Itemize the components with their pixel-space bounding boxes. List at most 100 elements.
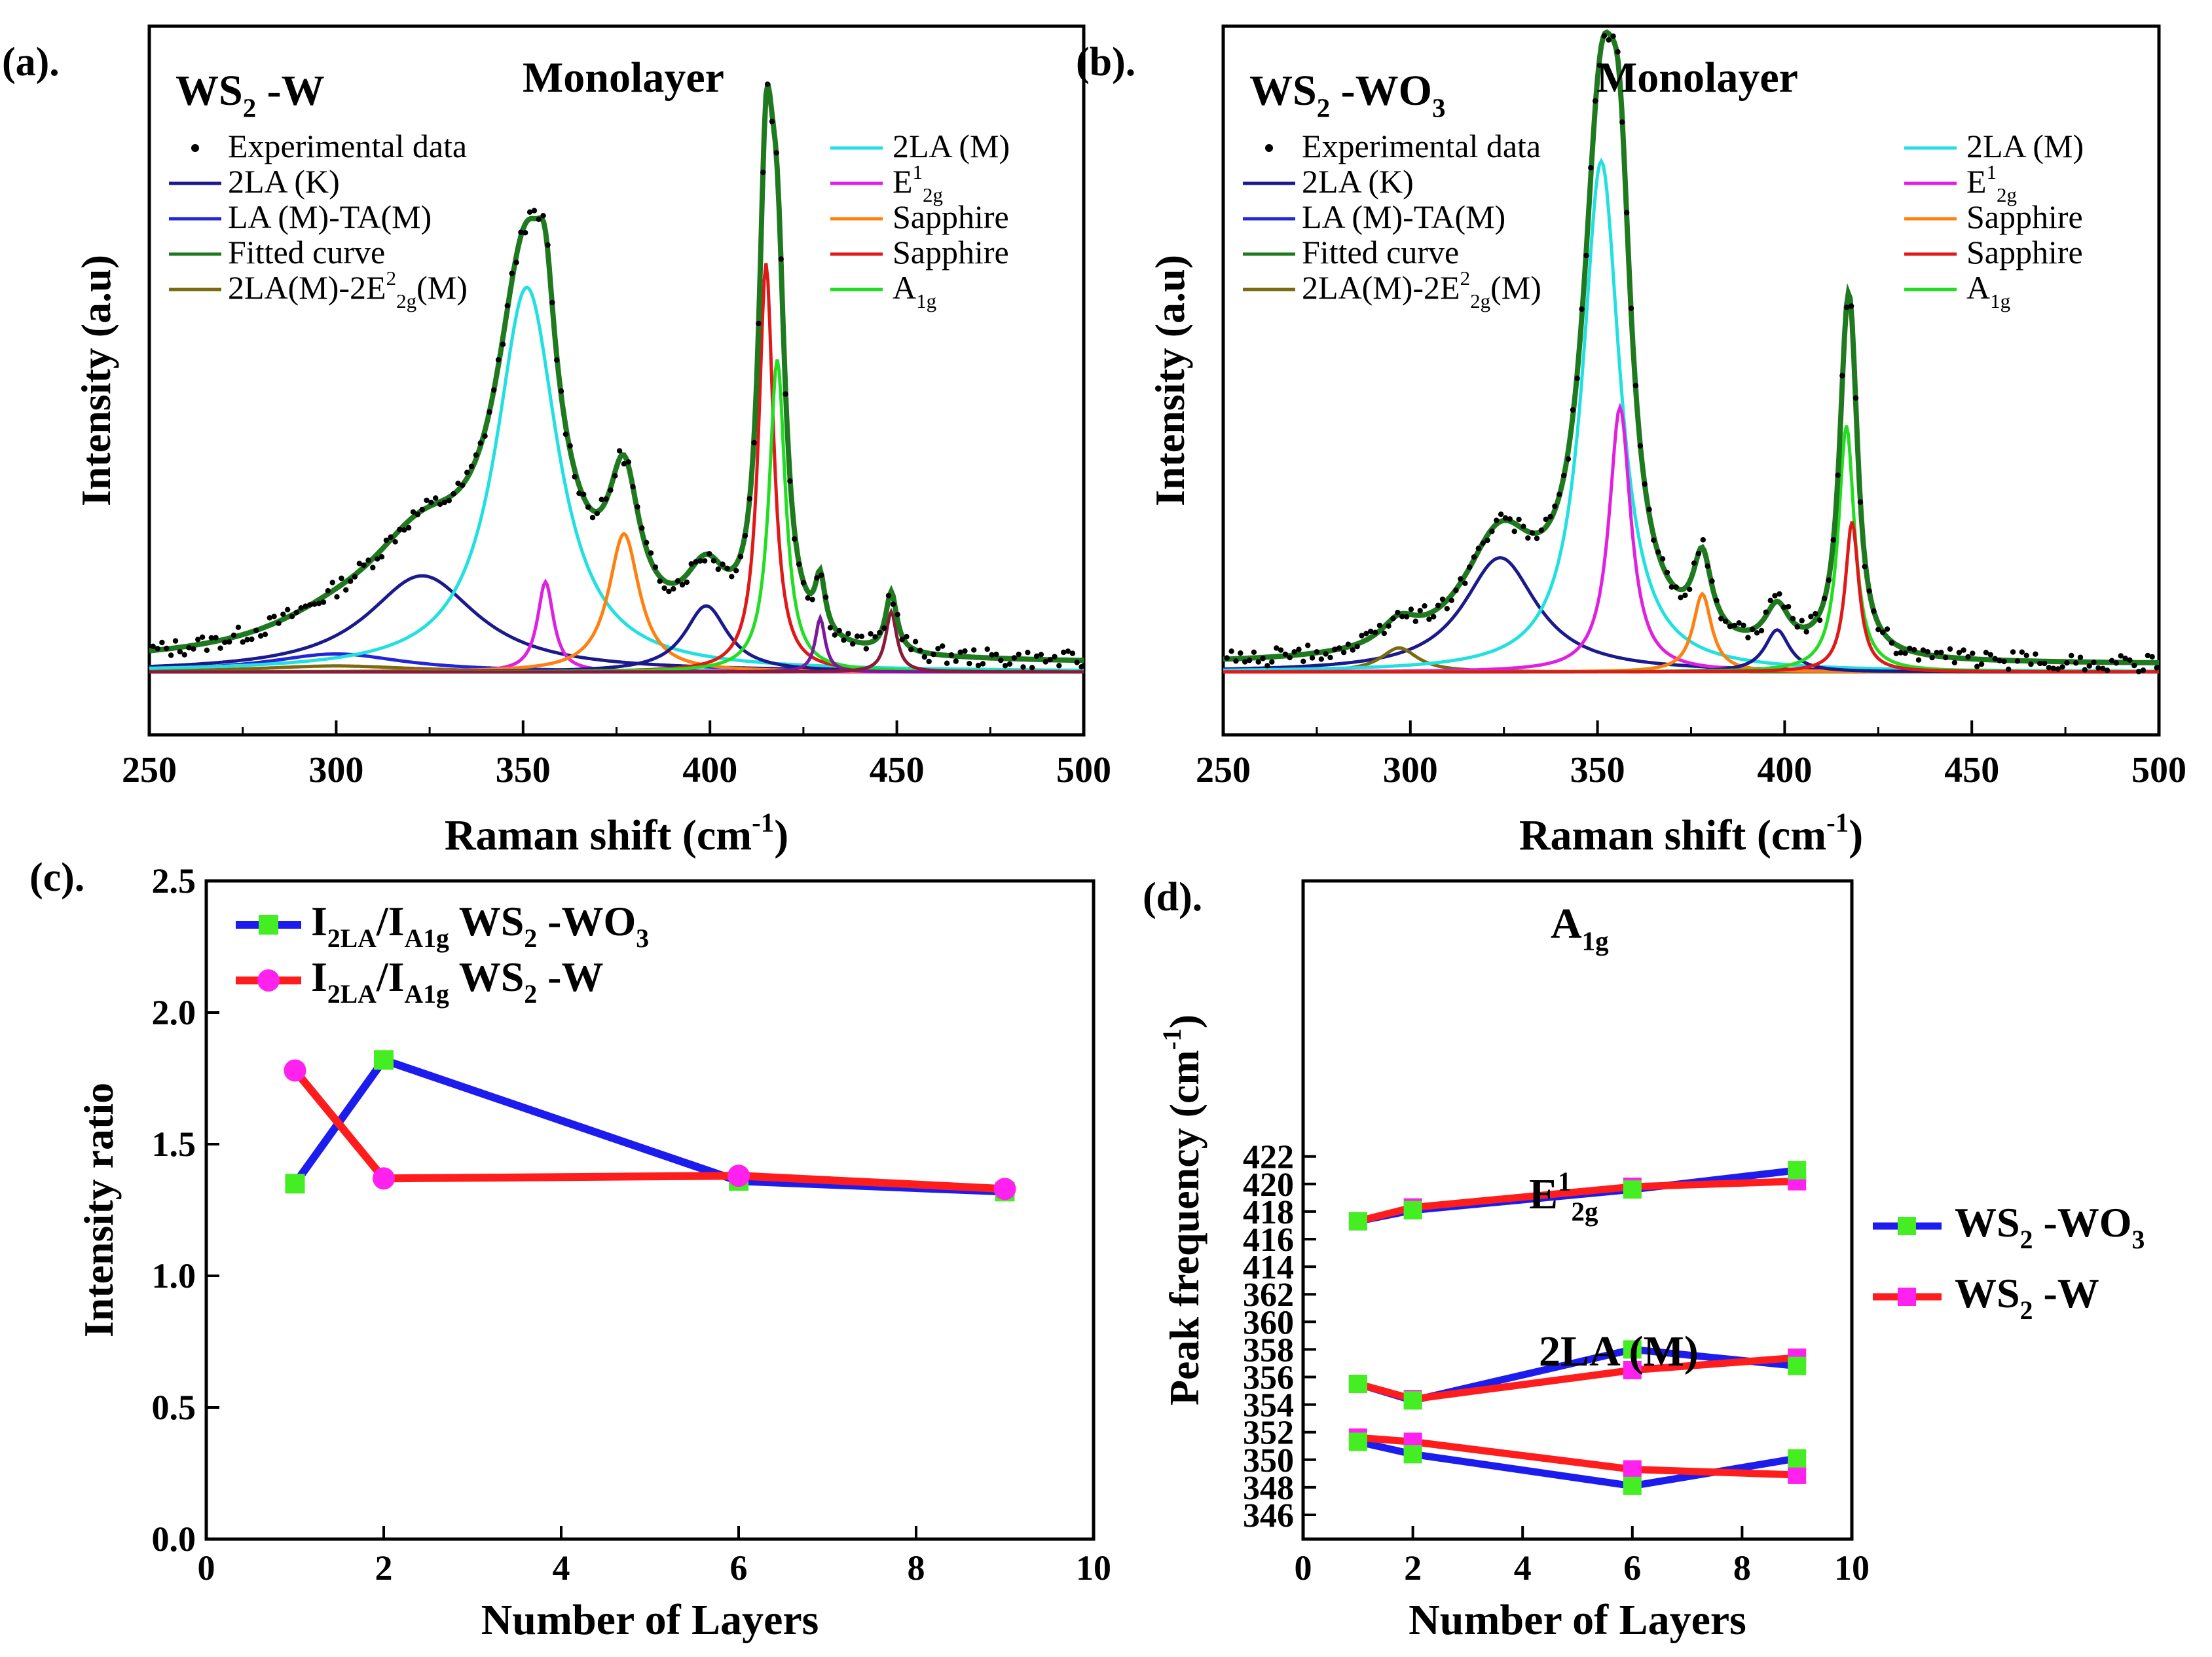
data-point xyxy=(1359,633,1365,639)
data-point xyxy=(1934,650,1940,656)
data-point xyxy=(1354,644,1360,650)
data-point xyxy=(644,540,650,546)
legend-label-e2g: E12g xyxy=(893,160,943,206)
data-point xyxy=(1224,655,1230,661)
data-point xyxy=(747,496,752,502)
data-point xyxy=(962,648,968,654)
series-point-1 xyxy=(993,1178,1016,1201)
x-tick-label: 10 xyxy=(1076,1548,1111,1588)
data-point xyxy=(1006,661,1013,667)
data-point xyxy=(285,606,291,612)
label-part: WS xyxy=(175,67,243,115)
data-point xyxy=(1350,647,1355,653)
y-tick-label: 348 xyxy=(1243,1470,1294,1507)
series-line-1 xyxy=(291,1068,1005,1193)
label-part: WS xyxy=(1249,67,1317,115)
data-point xyxy=(280,611,286,618)
data-point xyxy=(1853,395,1859,401)
panel-label: (d). xyxy=(1143,875,1202,920)
data-point xyxy=(262,631,268,637)
data-point xyxy=(1695,550,1702,557)
data-point xyxy=(2095,665,2101,671)
data-point xyxy=(1588,164,1594,171)
label-part: 2g xyxy=(1470,289,1490,312)
data-point xyxy=(1538,527,1545,533)
legend-label-1: I2LA/IA1g WS2 -W xyxy=(311,954,603,1009)
data-point xyxy=(733,568,739,574)
y-axis-label: Intensity (a.u) xyxy=(1147,255,1193,506)
data-point xyxy=(585,504,591,510)
data-point xyxy=(858,633,865,639)
data-point xyxy=(554,357,560,363)
plot-frame xyxy=(204,879,1096,1541)
x-tick-label: 450 xyxy=(1944,750,1999,791)
y-tick-label: 418 xyxy=(1243,1194,1294,1231)
x-tick-label: 10 xyxy=(1834,1548,1870,1588)
data-point xyxy=(1511,529,1517,534)
data-point xyxy=(1673,584,1679,590)
series-point-wo3 xyxy=(1788,1161,1807,1180)
legend-label-s1: Sapphire xyxy=(1966,198,2083,235)
label-part: 1g xyxy=(1582,926,1609,956)
data-point xyxy=(217,645,223,651)
data-point xyxy=(1709,578,1715,584)
data-point xyxy=(1915,657,1922,663)
data-point xyxy=(1494,517,1500,523)
label-part: 2 xyxy=(2020,1225,2033,1254)
x-tick-label: 4 xyxy=(1514,1548,1532,1588)
data-point xyxy=(1336,645,1342,651)
data-point xyxy=(383,537,390,544)
component-m xyxy=(149,285,1084,672)
legend-marker-0 xyxy=(1898,1217,1916,1235)
data-point xyxy=(2014,658,2021,664)
x-axis-label: Number of Layers xyxy=(481,1596,819,1644)
data-point xyxy=(1543,516,1549,523)
data-point xyxy=(1038,652,1044,658)
data-point xyxy=(720,561,726,567)
data-point xyxy=(1655,549,1661,555)
label-part: (M) xyxy=(1490,269,1541,306)
series-point-1 xyxy=(373,1167,395,1190)
series-point-w xyxy=(1623,1460,1642,1479)
legend-label-a1g: A1g xyxy=(1966,269,2010,312)
x-tick-label: 350 xyxy=(1570,750,1625,791)
data-point xyxy=(984,646,990,652)
data-point xyxy=(975,662,982,669)
data-point xyxy=(1561,472,1567,479)
data-point xyxy=(1691,560,1697,566)
label-part: I xyxy=(311,954,327,1000)
data-point xyxy=(1646,506,1652,512)
data-point xyxy=(195,637,201,642)
label-part: -1 xyxy=(1826,808,1849,837)
data-point xyxy=(1624,210,1630,215)
data-point xyxy=(836,627,842,634)
data-point xyxy=(1052,654,1058,660)
data-point xyxy=(1498,512,1504,517)
data-point xyxy=(1893,650,1899,656)
data-point xyxy=(352,574,358,580)
data-point xyxy=(1610,33,1616,39)
data-point xyxy=(1574,375,1580,381)
data-point xyxy=(832,632,838,638)
label-part: Raman shift (cm xyxy=(445,811,752,859)
data-point xyxy=(1534,535,1540,542)
data-point xyxy=(1593,98,1598,104)
data-point xyxy=(1056,663,1062,669)
data-point xyxy=(742,532,748,539)
data-point xyxy=(181,652,187,658)
data-point xyxy=(1601,33,1608,39)
label-part: Raman shift (cm xyxy=(1519,811,1826,859)
y-tick-label: 0.0 xyxy=(152,1519,196,1559)
data-point xyxy=(1565,456,1572,462)
x-tick-label: 450 xyxy=(870,750,925,791)
data-point xyxy=(917,647,923,654)
data-point xyxy=(433,495,439,501)
data-point xyxy=(1826,577,1832,583)
data-point xyxy=(199,634,206,640)
data-point xyxy=(1722,618,1729,624)
data-point xyxy=(500,341,506,347)
data-point xyxy=(1521,523,1526,529)
data-point xyxy=(1758,627,1765,634)
y-axis-label: Intensity (a.u) xyxy=(73,255,119,506)
data-point xyxy=(1754,630,1760,636)
